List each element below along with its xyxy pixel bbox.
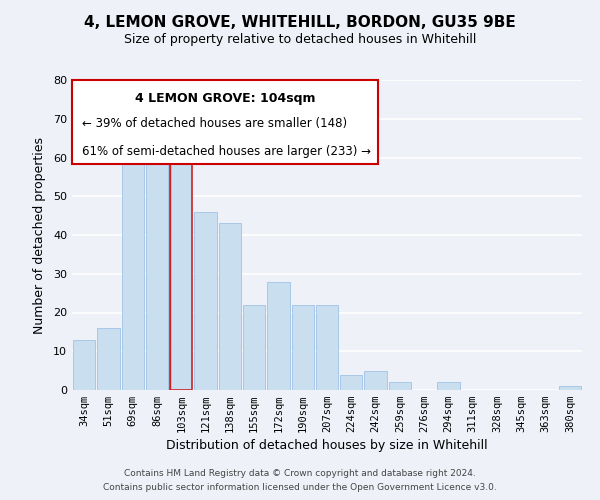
Bar [437, 382, 460, 390]
Bar [340, 374, 362, 390]
Bar [194, 212, 217, 390]
Bar [559, 386, 581, 390]
Text: ← 39% of detached houses are smaller (148): ← 39% of detached houses are smaller (14… [82, 117, 347, 130]
FancyBboxPatch shape [72, 80, 378, 164]
X-axis label: Distribution of detached houses by size in Whitehill: Distribution of detached houses by size … [166, 440, 488, 452]
Text: Contains HM Land Registry data © Crown copyright and database right 2024.: Contains HM Land Registry data © Crown c… [124, 468, 476, 477]
Text: 4, LEMON GROVE, WHITEHILL, BORDON, GU35 9BE: 4, LEMON GROVE, WHITEHILL, BORDON, GU35 … [84, 15, 516, 30]
Text: 61% of semi-detached houses are larger (233) →: 61% of semi-detached houses are larger (… [82, 145, 371, 158]
Text: Size of property relative to detached houses in Whitehill: Size of property relative to detached ho… [124, 32, 476, 46]
Bar [170, 154, 193, 390]
Bar [316, 304, 338, 390]
Y-axis label: Number of detached properties: Number of detached properties [33, 136, 46, 334]
Bar [146, 154, 168, 390]
Bar [267, 282, 290, 390]
Bar [218, 224, 241, 390]
Text: 4 LEMON GROVE: 104sqm: 4 LEMON GROVE: 104sqm [135, 92, 315, 106]
Bar [97, 328, 119, 390]
Bar [243, 304, 265, 390]
Bar [364, 370, 387, 390]
Bar [389, 382, 411, 390]
Bar [292, 304, 314, 390]
Bar [122, 162, 144, 390]
Bar [73, 340, 95, 390]
Text: Contains public sector information licensed under the Open Government Licence v3: Contains public sector information licen… [103, 484, 497, 492]
